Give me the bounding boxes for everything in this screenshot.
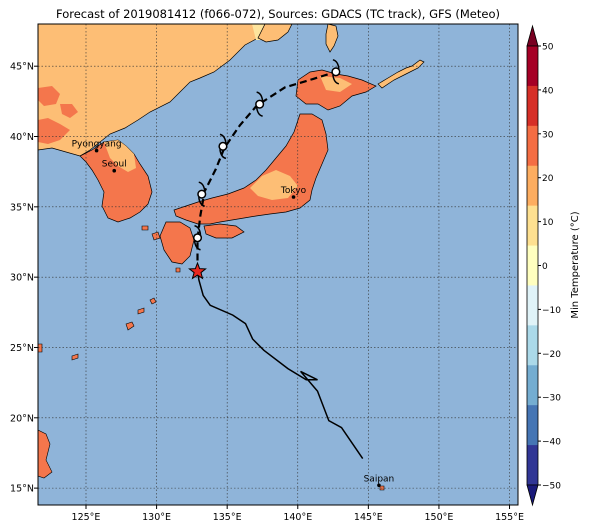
city-tokyo: Tokyo (280, 186, 307, 199)
figure-title: Forecast of 2019081412 (f066-072), Sourc… (56, 7, 500, 21)
storm-symbol-icon (255, 91, 265, 117)
colorbar: 50 40 30 20 10 0 −10 −20 −30 −40 −50 Min Temperatu… (526, 24, 581, 507)
city-label: Seoul (102, 160, 127, 170)
colorbar-band (527, 445, 538, 486)
lat-tick-label: 35°N (10, 202, 34, 213)
colorbar-tick-label: 40 (542, 86, 554, 96)
city-label: Saipan (364, 474, 395, 484)
land-shikoku (203, 223, 245, 239)
small-islands (38, 225, 385, 491)
city-labels: Pyongyang Seoul Tokyo Saipan (72, 140, 395, 488)
lat-tick-label: 15°N (10, 484, 34, 495)
lat-tick-label: 45°N (10, 62, 34, 73)
colorbar-extend-top (526, 24, 539, 47)
storm-symbol-icon (192, 225, 203, 251)
land-hokkaido-warm (320, 76, 352, 92)
lon-tick-label: 135°E (213, 512, 242, 523)
city-pyongyang: Pyongyang (72, 140, 122, 153)
storm-symbol-icon (197, 181, 207, 207)
lon-tick-label: 125°E (72, 512, 101, 523)
lon-tick-label: 155°E (495, 512, 524, 523)
colorbar-tick-label: −50 (542, 482, 561, 492)
city-seoul: Seoul (102, 160, 127, 173)
lat-tick-label: 40°N (10, 132, 34, 143)
colorbar-band (527, 85, 538, 127)
city-dot (377, 483, 381, 488)
colorbar-band (527, 125, 538, 167)
colorbar-band (527, 365, 538, 406)
colorbar-tick-label: 0 (542, 262, 548, 272)
colorbar-band (527, 165, 538, 207)
colorbar-tick-label: −20 (542, 350, 561, 360)
land-asia (38, 24, 266, 157)
forecast-track-line (196, 70, 337, 272)
observed-track-line (196, 271, 364, 460)
lat-tick-label: 25°N (10, 343, 34, 354)
lon-tick-label: 130°E (142, 512, 171, 523)
colorbar-band (527, 245, 538, 286)
city-dot (291, 195, 296, 199)
colorbar-band (527, 405, 538, 446)
lat-tick-label: 30°N (10, 273, 34, 284)
land-kyushu (159, 221, 195, 265)
colorbar-band (527, 325, 538, 366)
colorbar-extend-bottom (526, 484, 539, 507)
lon-tick-label: 140°E (283, 512, 312, 523)
land-asia-warm-patch (38, 86, 78, 144)
lon-tick-label: 145°E (354, 512, 383, 523)
city-label: Pyongyang (72, 140, 122, 150)
graticule (38, 24, 518, 505)
longitude-ticks: 125°E 130°E 135°E 140°E 145°E 150°E 155°E (72, 505, 524, 523)
colorbar-tick-label: −40 (542, 438, 561, 448)
map-panel: Pyongyang Seoul Tokyo Saipan (38, 24, 518, 505)
colorbar-tick-label: 50 (542, 43, 554, 53)
colorbar-band (527, 46, 538, 87)
storm-symbol-icon (331, 59, 341, 85)
lon-tick-label: 150°E (424, 512, 453, 523)
current-position-star-icon (188, 261, 207, 280)
colorbar-band (527, 205, 538, 247)
colorbar-band (527, 285, 538, 326)
land-north (257, 24, 293, 43)
colorbar-tick-label: −30 (542, 394, 561, 404)
land-kurils (377, 59, 425, 89)
forecast-storm-markers (192, 59, 341, 251)
city-label: Tokyo (280, 186, 307, 196)
storm-symbol-icon (218, 133, 228, 160)
land-honshu-warm (250, 170, 298, 200)
city-dot (94, 148, 99, 153)
lat-tick-label: 20°N (10, 413, 34, 424)
colorbar-tick-label: 20 (542, 174, 554, 184)
colorbar-tick-label: 30 (542, 130, 554, 140)
map-border (37, 23, 519, 506)
land-sakhalin (325, 24, 339, 53)
latitude-ticks: 15°N 20°N 25°N 30°N 35°N 40°N 45°N (10, 62, 38, 495)
city-dot (112, 168, 117, 173)
colorbar-tick-label: 10 (542, 218, 554, 228)
land-korea-warm (104, 140, 136, 172)
city-saipan: Saipan (364, 474, 395, 488)
colorbar-label: Min Temperature (°C) (570, 211, 581, 318)
land-honshu (173, 113, 329, 225)
colorbar-tick-label: −10 (542, 306, 561, 316)
